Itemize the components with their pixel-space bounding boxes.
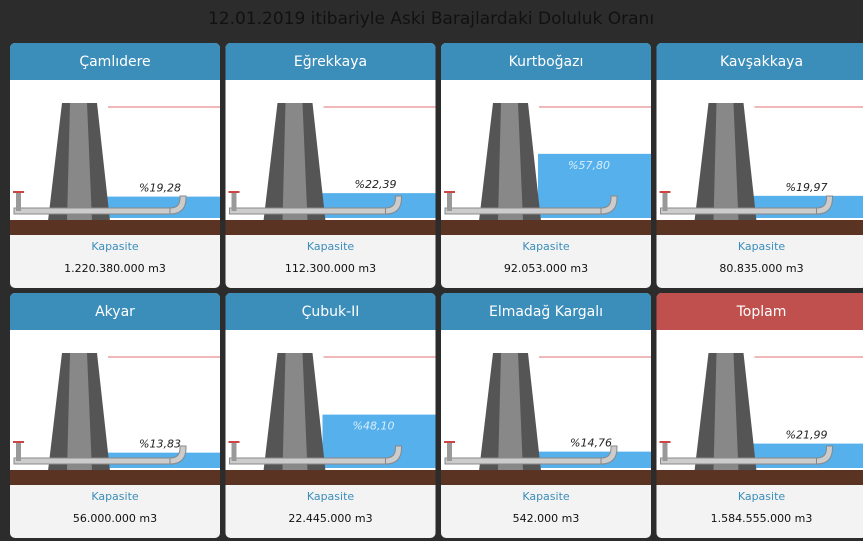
pipe-elbow (600, 445, 618, 465)
water-level (538, 153, 651, 218)
capacity-value: 542.000 m3 (513, 512, 580, 525)
ground (441, 470, 651, 485)
percent-label: %14,76 (570, 437, 612, 450)
capacity-label: Kapasite (522, 240, 570, 253)
ground (656, 470, 863, 485)
ground (225, 220, 436, 235)
pipe (229, 457, 390, 465)
dam-name: Eğrekkaya (294, 54, 367, 70)
dam-card: Elmadağ Kargalı %14,76 Kapasite 542.000 m3 (441, 293, 651, 538)
dam-wall-inner (67, 353, 92, 471)
capacity-label: Kapasite (307, 490, 355, 503)
ground (441, 220, 651, 235)
dam-name: Akyar (95, 304, 135, 320)
capacity-label: Kapasite (738, 490, 786, 503)
dam-card: Kavşakkaya %19,97 Kapasite 80.835.000 m3 (656, 43, 863, 288)
dam-wall-inner (67, 103, 92, 221)
capacity-label: Kapasite (522, 490, 570, 503)
card-header (441, 43, 651, 80)
dam-card: Çamlıdere %19,28 Kapasite 1.220.380.000 m3 (10, 43, 220, 288)
capacity-label: Kapasite (91, 240, 139, 253)
dam-name: Çamlıdere (79, 54, 150, 70)
percent-label: %19,28 (139, 182, 181, 195)
dam-name: Kavşakkaya (720, 54, 803, 70)
pipe (660, 207, 821, 215)
pipe (13, 457, 175, 465)
ground (225, 470, 436, 485)
percent-label: %22,39 (355, 178, 397, 191)
dam-name: Çubuk-II (302, 304, 360, 320)
percent-label: %21,99 (786, 429, 828, 442)
capacity-value: 22.445.000 m3 (288, 512, 372, 525)
dam-card: Kurtboğazı %57,80 Kapasite 92.053.000 m3 (441, 43, 651, 288)
dam-card: Eğrekkaya %22,39 Kapasite 112.300.000 m3 (225, 43, 436, 288)
pipe-elbow (816, 445, 833, 465)
card-header (10, 43, 220, 80)
capacity-label: Kapasite (91, 490, 139, 503)
card-header (10, 293, 220, 330)
percent-label: %57,80 (568, 159, 610, 172)
card-header (656, 293, 863, 330)
percent-label: %19,97 (786, 181, 828, 194)
dam-wall-inner (713, 103, 739, 221)
water-level (753, 195, 863, 218)
card-header (225, 293, 436, 330)
dam-card: Toplam %21,99 Kapasite 1.584.555.000 m3 (656, 293, 863, 538)
valve (447, 443, 452, 461)
pipe (229, 207, 390, 215)
dam-card: Akyar %13,83 Kapasite 56.000.000 m3 (10, 293, 220, 538)
dam-wall-inner (282, 353, 308, 471)
valve (16, 443, 21, 461)
valve (231, 193, 237, 211)
pipe (13, 207, 175, 215)
valve (662, 443, 668, 461)
dam-card: Çubuk-II %48,10 Kapasite 22.445.000 m3 (225, 293, 436, 538)
valve (16, 193, 21, 211)
pipe (444, 457, 606, 465)
valve (662, 193, 668, 211)
capacity-label: Kapasite (738, 240, 786, 253)
capacity-value: 112.300.000 m3 (285, 262, 376, 275)
capacity-value: 92.053.000 m3 (504, 262, 588, 275)
pipe-elbow (600, 195, 618, 215)
percent-label: %13,83 (139, 438, 181, 451)
dam-wall-inner (498, 103, 523, 221)
ground (656, 220, 863, 235)
card-header (225, 43, 436, 80)
ground (10, 220, 220, 235)
card-header (441, 293, 651, 330)
percent-label: %48,10 (353, 420, 395, 433)
dam-name: Toplam (736, 304, 787, 320)
dam-name: Kurtboğazı (509, 54, 584, 70)
capacity-value: 80.835.000 m3 (719, 262, 803, 275)
pipe-elbow (385, 195, 402, 215)
pipe (660, 457, 821, 465)
pipe-elbow (169, 445, 187, 465)
dam-wall-inner (282, 103, 308, 221)
page-title: 12.01.2019 itibariyle Aski Barajlardaki … (208, 9, 654, 29)
pipe-elbow (385, 445, 402, 465)
card-header (656, 43, 863, 80)
capacity-value: 1.220.380.000 m3 (64, 262, 166, 275)
pipe-elbow (816, 195, 833, 215)
valve (231, 443, 237, 461)
dam-wall-inner (498, 353, 523, 471)
capacity-value: 1.584.555.000 m3 (711, 512, 813, 525)
water-level (107, 196, 220, 218)
dam-wall-inner (713, 353, 739, 471)
dam-name: Elmadağ Kargalı (489, 304, 603, 320)
capacity-label: Kapasite (307, 240, 355, 253)
pipe (444, 207, 606, 215)
ground (10, 470, 220, 485)
valve (447, 193, 452, 211)
capacity-value: 56.000.000 m3 (73, 512, 157, 525)
pipe-elbow (169, 195, 187, 215)
